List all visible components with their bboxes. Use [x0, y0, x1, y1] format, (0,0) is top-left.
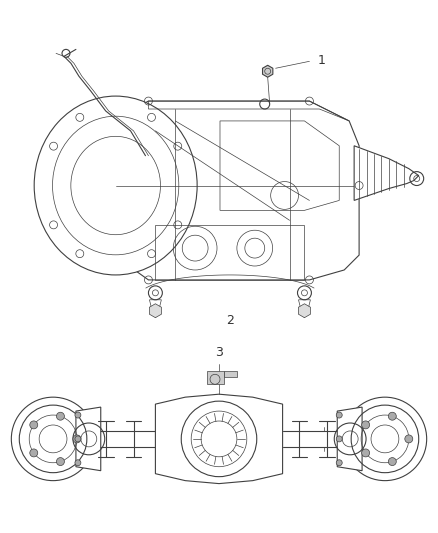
Circle shape: [336, 412, 342, 418]
Text: 3: 3: [215, 346, 223, 359]
Polygon shape: [262, 65, 273, 77]
Polygon shape: [224, 372, 237, 377]
Polygon shape: [354, 146, 419, 200]
Circle shape: [336, 460, 342, 466]
Circle shape: [75, 436, 81, 442]
Circle shape: [336, 436, 342, 442]
Circle shape: [73, 435, 81, 443]
Polygon shape: [337, 407, 362, 471]
Polygon shape: [116, 101, 359, 280]
Circle shape: [362, 421, 370, 429]
Circle shape: [11, 397, 95, 481]
Circle shape: [343, 397, 427, 481]
Polygon shape: [76, 407, 101, 471]
Circle shape: [30, 421, 38, 429]
Circle shape: [30, 449, 38, 457]
Circle shape: [405, 435, 413, 443]
Circle shape: [57, 412, 64, 420]
Text: 2: 2: [226, 314, 234, 327]
Polygon shape: [149, 304, 162, 318]
Circle shape: [57, 458, 64, 465]
Text: 1: 1: [318, 54, 325, 67]
Circle shape: [362, 449, 370, 457]
Circle shape: [75, 412, 81, 418]
Polygon shape: [298, 304, 311, 318]
Polygon shape: [155, 394, 283, 483]
Circle shape: [389, 412, 396, 420]
Ellipse shape: [34, 96, 197, 275]
Polygon shape: [207, 372, 224, 384]
Circle shape: [389, 458, 396, 465]
Circle shape: [75, 460, 81, 466]
